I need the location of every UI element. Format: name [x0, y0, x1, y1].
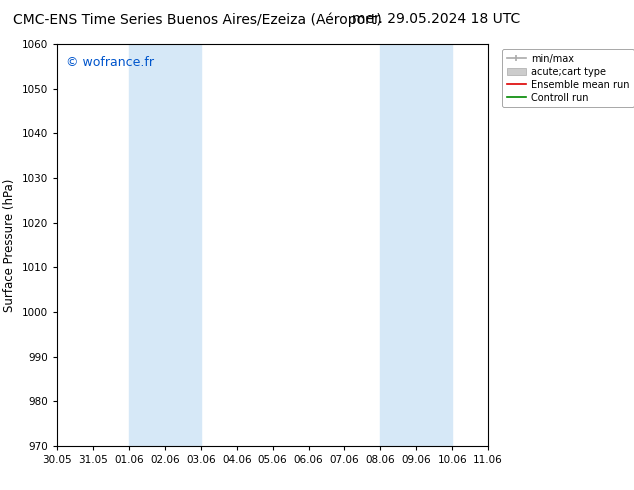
- Legend: min/max, acute;cart type, Ensemble mean run, Controll run: min/max, acute;cart type, Ensemble mean …: [501, 49, 634, 107]
- Bar: [129, 44, 201, 446]
- Y-axis label: Surface Pressure (hPa): Surface Pressure (hPa): [3, 178, 16, 312]
- Bar: [380, 44, 452, 446]
- Text: CMC-ENS Time Series Buenos Aires/Ezeiza (Aéroport): CMC-ENS Time Series Buenos Aires/Ezeiza …: [13, 12, 382, 27]
- Text: © wofrance.fr: © wofrance.fr: [66, 56, 153, 69]
- Text: mer. 29.05.2024 18 UTC: mer. 29.05.2024 18 UTC: [353, 12, 521, 26]
